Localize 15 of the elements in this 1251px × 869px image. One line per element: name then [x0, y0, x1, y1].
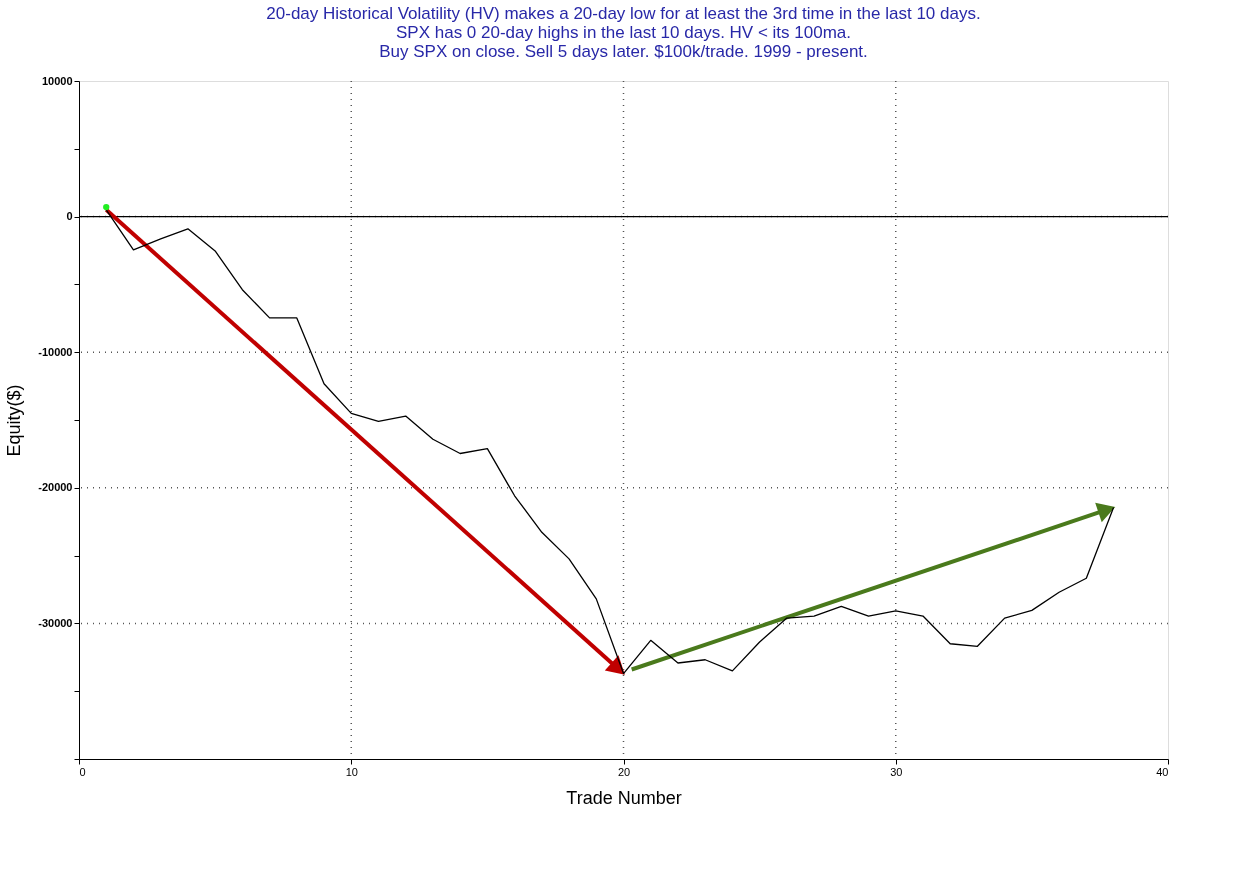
text: Buy SPX on close. Sell 5 days later. $100k/trade. 1999 - present.	[379, 42, 868, 61]
x-axis-title: Trade Number	[566, 787, 682, 808]
y-tick-label: 10000	[41, 74, 73, 87]
x-tick-label: 30	[890, 765, 903, 778]
text: SPX has 0 20-day highs in the last 10 days. HV < its 100ma.	[395, 23, 852, 42]
x-tick-label: 20	[617, 765, 631, 778]
x-tick-label: 10	[345, 765, 358, 778]
x-tick-label: 0	[79, 765, 86, 778]
y-tick-label: 0	[66, 210, 73, 223]
y-axis-title: Equity($)	[4, 384, 25, 457]
y-tick-label: -20000	[38, 481, 73, 494]
text: 20-day Historical Volatility (HV) makes a 20-day low for at least the 3rd time in the last 10 days.	[266, 4, 981, 23]
x-tick-label: 40	[1156, 765, 1169, 778]
y-tick-label: -10000	[38, 345, 73, 358]
y-tick-label: -30000	[38, 616, 73, 629]
